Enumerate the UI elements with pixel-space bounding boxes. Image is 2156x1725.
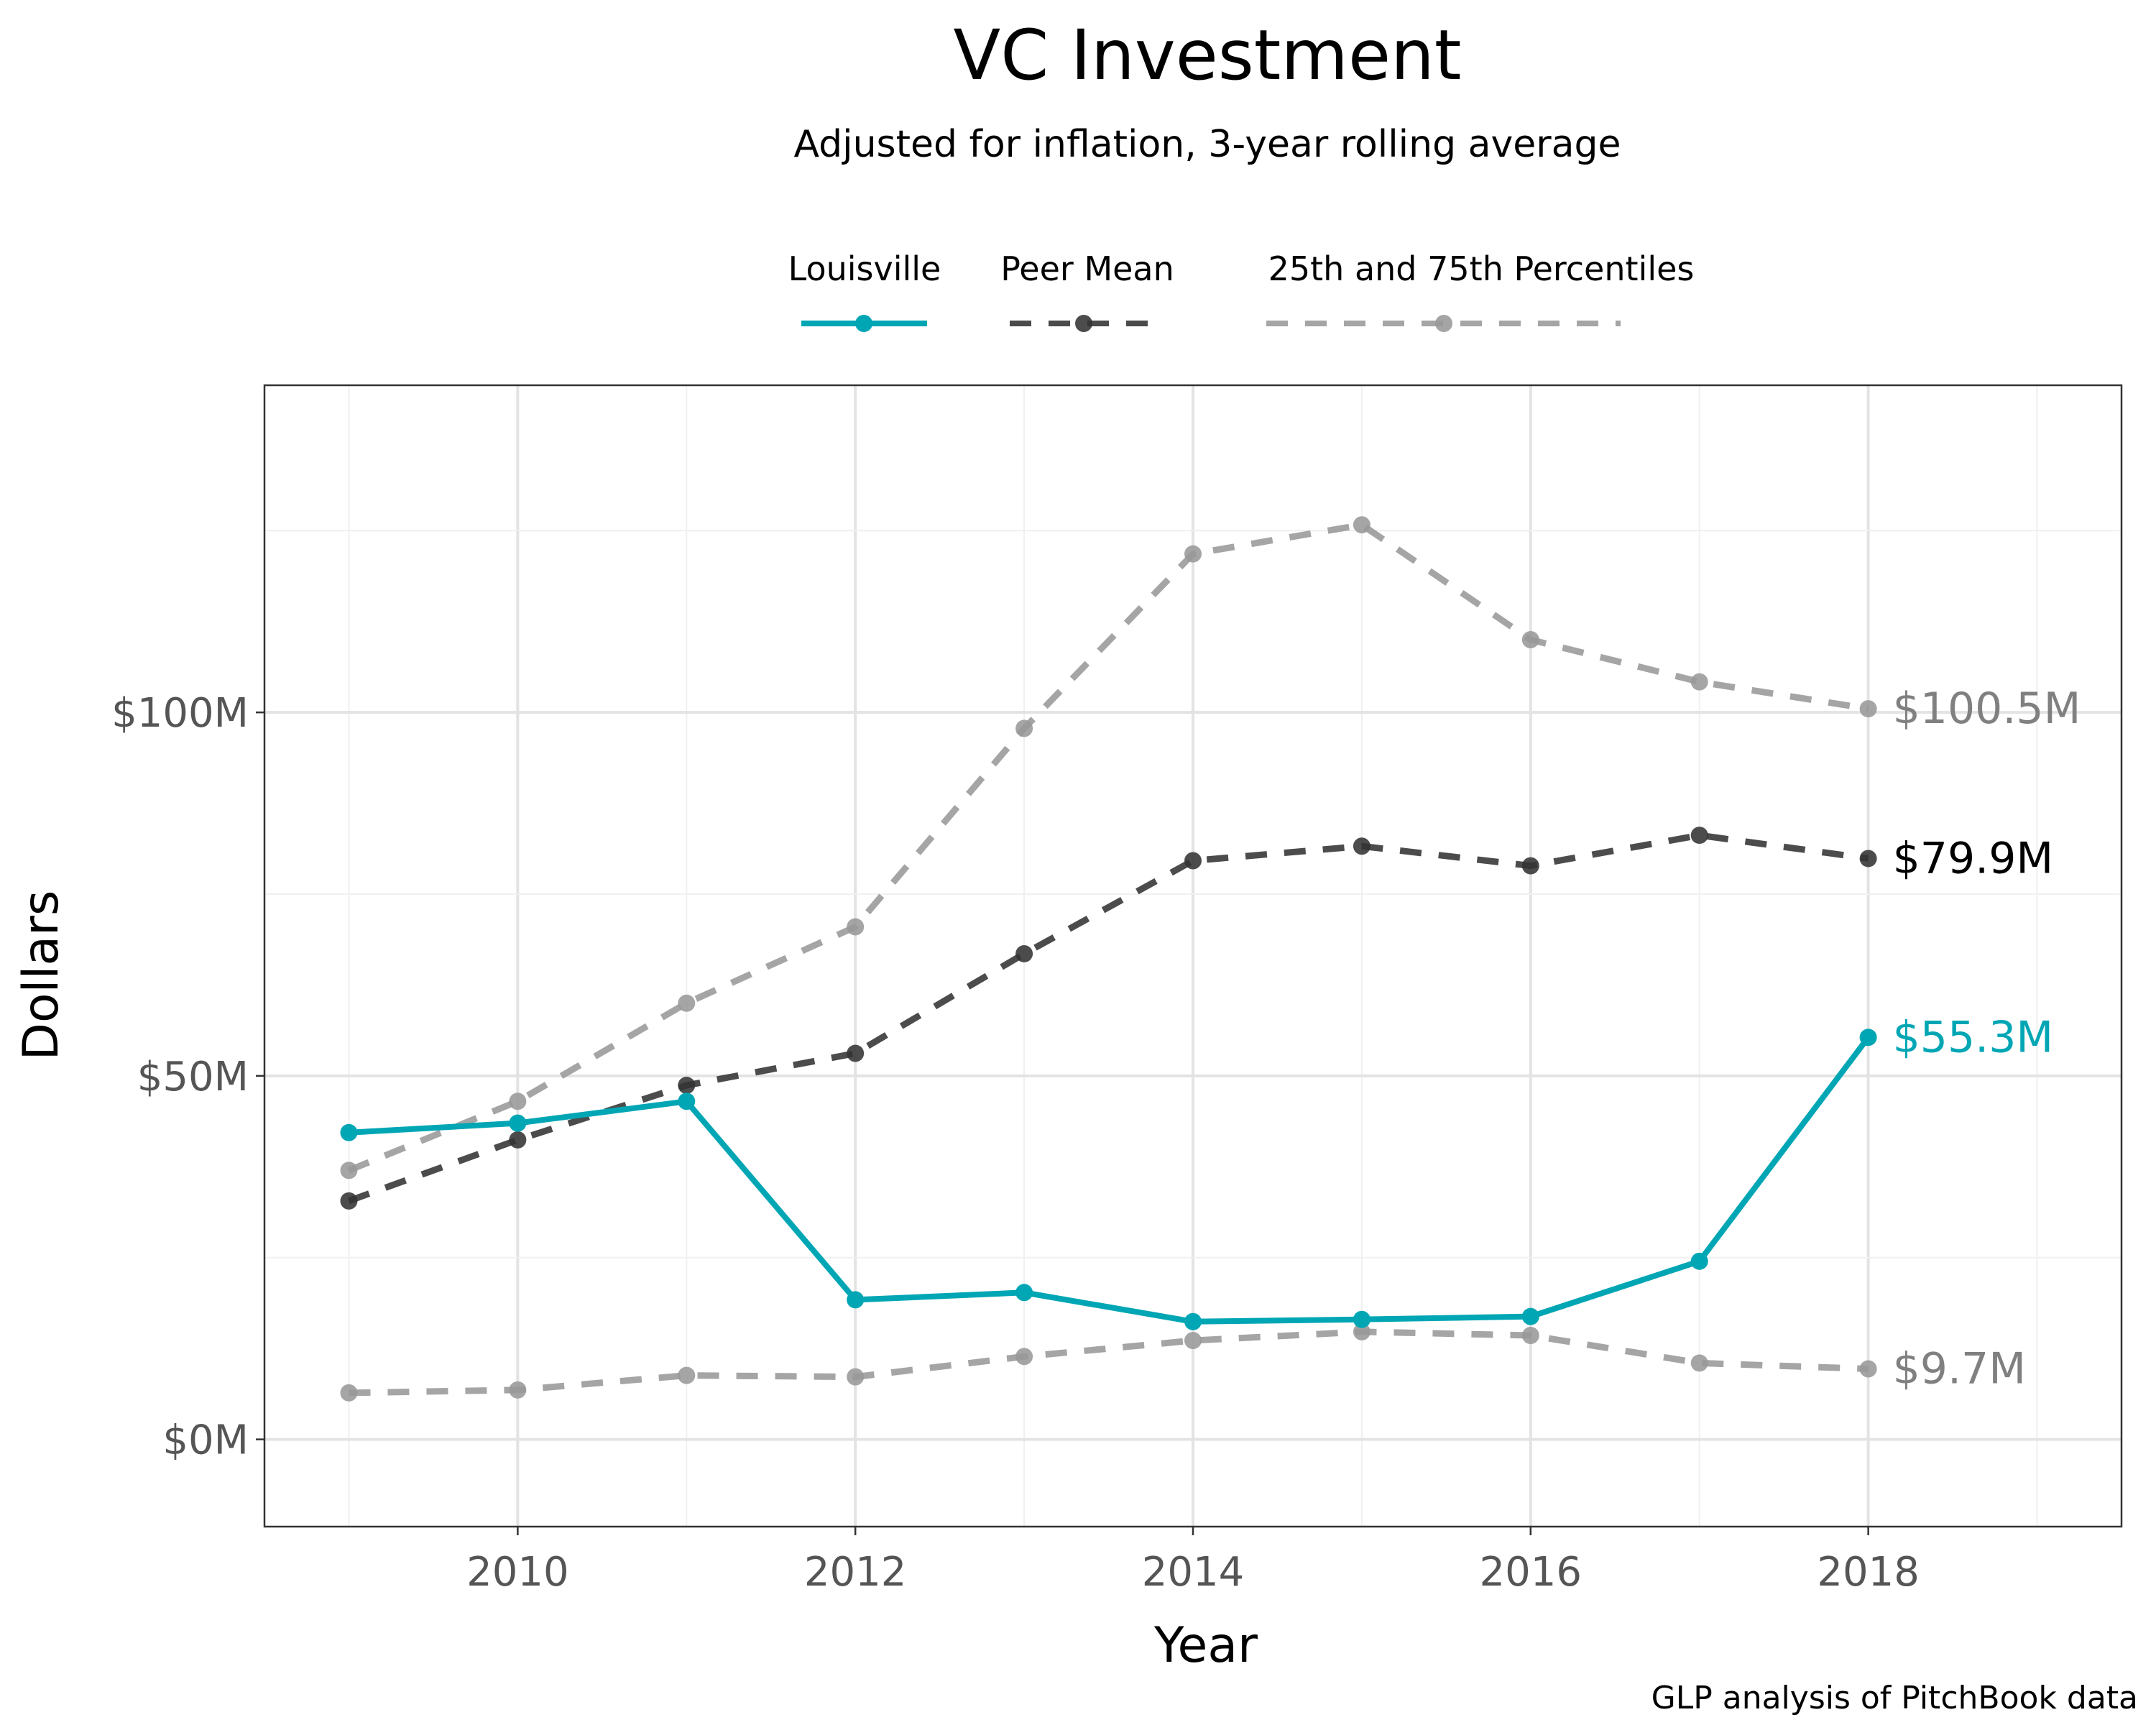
chart-title: VC Investment bbox=[954, 15, 1462, 96]
x-tick-label: 2016 bbox=[1480, 1549, 1583, 1596]
data-point bbox=[340, 1162, 358, 1179]
y-axis-title: Dollars bbox=[13, 891, 70, 1061]
end-labels: $55.3M $79.9M $100.5M $9.7M bbox=[1893, 684, 2081, 1394]
data-point bbox=[1015, 719, 1033, 737]
series-line-peer-mean bbox=[347, 832, 1869, 1205]
data-point bbox=[1015, 1348, 1033, 1366]
x-axis-ticks: 2010 2012 2014 2016 2018 bbox=[466, 1527, 1920, 1596]
data-point bbox=[509, 1381, 527, 1399]
data-point bbox=[1690, 1252, 1708, 1270]
end-label: $100.5M bbox=[1893, 684, 2081, 734]
data-point bbox=[1690, 827, 1708, 845]
x-axis-title: Year bbox=[1153, 1617, 1258, 1674]
data-point bbox=[509, 1114, 527, 1132]
data-point bbox=[1353, 1322, 1370, 1340]
data-point bbox=[1015, 944, 1033, 962]
legend-item-peer-mean: Peer Mean bbox=[1000, 249, 1174, 332]
legend-marker bbox=[1075, 315, 1092, 332]
data-point bbox=[847, 1044, 865, 1062]
legend-marker bbox=[1435, 315, 1452, 332]
chart-subtitle: Adjusted for inflation, 3-year rolling a… bbox=[793, 123, 1621, 166]
data-point bbox=[340, 1123, 358, 1141]
legend-marker bbox=[855, 315, 872, 332]
data-point bbox=[509, 1131, 527, 1149]
data-point bbox=[847, 1291, 865, 1309]
data-point bbox=[1184, 852, 1202, 870]
data-point bbox=[678, 1077, 696, 1095]
data-point bbox=[1184, 1332, 1202, 1350]
data-point bbox=[1690, 1354, 1708, 1372]
legend-item-louisville: Louisville bbox=[788, 249, 941, 332]
y-tick-label: $100M bbox=[111, 690, 249, 737]
data-point bbox=[340, 1192, 358, 1210]
legend-label: 25th and 75th Percentiles bbox=[1268, 249, 1695, 288]
y-axis-ticks: $0M $50M $100M bbox=[111, 690, 264, 1464]
chart-caption: GLP analysis of PitchBook data bbox=[1651, 1680, 2138, 1716]
data-point bbox=[1353, 1310, 1370, 1328]
plot-grid bbox=[264, 385, 2122, 1527]
data-point bbox=[847, 1368, 865, 1386]
legend: Louisville Peer Mean 25th and 75th Percent… bbox=[788, 249, 1694, 332]
y-tick-label: $0M bbox=[162, 1417, 249, 1464]
series-line-75th-percentile bbox=[347, 521, 1869, 1174]
data-point bbox=[847, 918, 865, 936]
data-point bbox=[1521, 1326, 1539, 1344]
legend-item-25th-and-75th-percentiles: 25th and 75th Percentiles bbox=[1266, 249, 1694, 332]
data-point bbox=[678, 1366, 696, 1384]
legend-label: Louisville bbox=[788, 249, 941, 288]
y-tick-label: $50M bbox=[137, 1054, 249, 1100]
data-point bbox=[509, 1092, 527, 1110]
x-tick-label: 2014 bbox=[1142, 1549, 1245, 1596]
x-tick-label: 2018 bbox=[1817, 1549, 1920, 1596]
data-point bbox=[1521, 1307, 1539, 1325]
data-point bbox=[340, 1384, 358, 1402]
series-line-25th-percentile bbox=[349, 1328, 1869, 1397]
data-point bbox=[1859, 1029, 1877, 1046]
data-point bbox=[1353, 516, 1370, 534]
data-point bbox=[1690, 673, 1708, 691]
end-label: $9.7M bbox=[1893, 1344, 2026, 1394]
x-tick-label: 2012 bbox=[804, 1549, 907, 1596]
data-point bbox=[1184, 1312, 1202, 1330]
end-label: $79.9M bbox=[1893, 833, 2054, 883]
data-point bbox=[1859, 1360, 1877, 1378]
data-point bbox=[1015, 1284, 1033, 1302]
data-point bbox=[678, 1092, 696, 1110]
data-point bbox=[1184, 545, 1202, 563]
x-tick-label: 2010 bbox=[466, 1549, 569, 1596]
data-point bbox=[1521, 857, 1539, 875]
data-point bbox=[1859, 850, 1877, 868]
end-label: $55.3M bbox=[1893, 1012, 2054, 1062]
plot-series bbox=[340, 516, 1877, 1402]
series-line-louisville bbox=[349, 1035, 1871, 1325]
data-point bbox=[678, 994, 696, 1012]
data-point bbox=[1521, 631, 1539, 649]
data-point bbox=[1353, 837, 1370, 855]
data-point bbox=[1859, 700, 1877, 718]
legend-label: Peer Mean bbox=[1000, 249, 1174, 288]
